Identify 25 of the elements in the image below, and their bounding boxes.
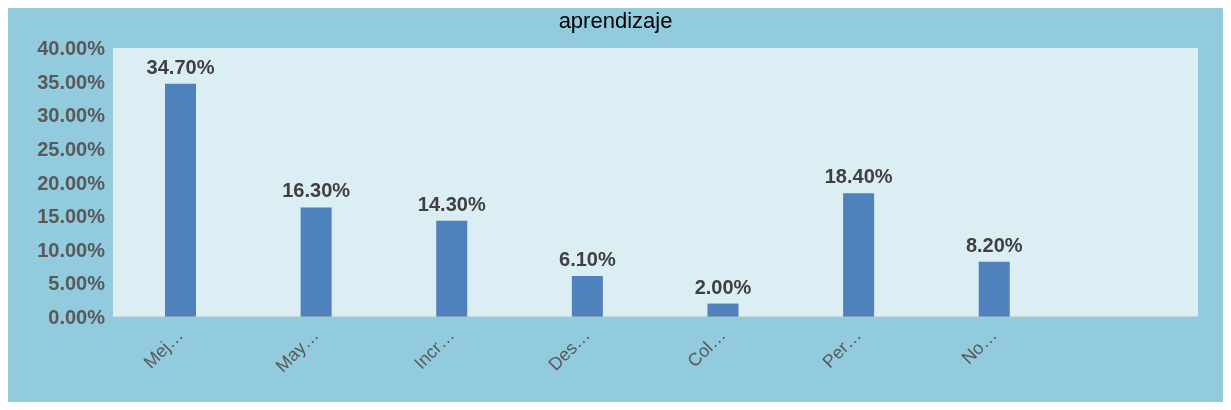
y-tick-label: 15.00% (37, 205, 106, 228)
x-tick-label: No… (957, 325, 1001, 369)
x-tick-label: Col… (683, 325, 730, 372)
y-tick-label: 0.00% (48, 306, 106, 329)
y-tick-label: 40.00% (37, 37, 106, 60)
chart-title: aprendizaje (557, 8, 674, 34)
y-tick-label: 5.00% (48, 272, 106, 295)
data-label: 16.30% (282, 179, 351, 202)
y-tick-label: 25.00% (37, 137, 106, 160)
y-tick-label: 35.00% (37, 70, 106, 93)
data-label: 6.10% (559, 247, 616, 270)
data-label: 14.30% (417, 192, 486, 215)
bar (300, 207, 332, 317)
y-tick-label: 20.00% (37, 171, 106, 194)
bar (165, 83, 196, 317)
bar (571, 275, 603, 317)
data-label: 34.70% (146, 55, 215, 78)
bar (843, 193, 875, 317)
y-tick-label: 30.00% (37, 104, 106, 127)
data-label: 18.40% (824, 165, 893, 188)
y-tick-label: 10.00% (37, 238, 106, 261)
bar (436, 220, 468, 317)
data-label: 8.20% (965, 233, 1023, 256)
bar (978, 261, 1010, 317)
data-label: 2.00% (694, 275, 752, 298)
